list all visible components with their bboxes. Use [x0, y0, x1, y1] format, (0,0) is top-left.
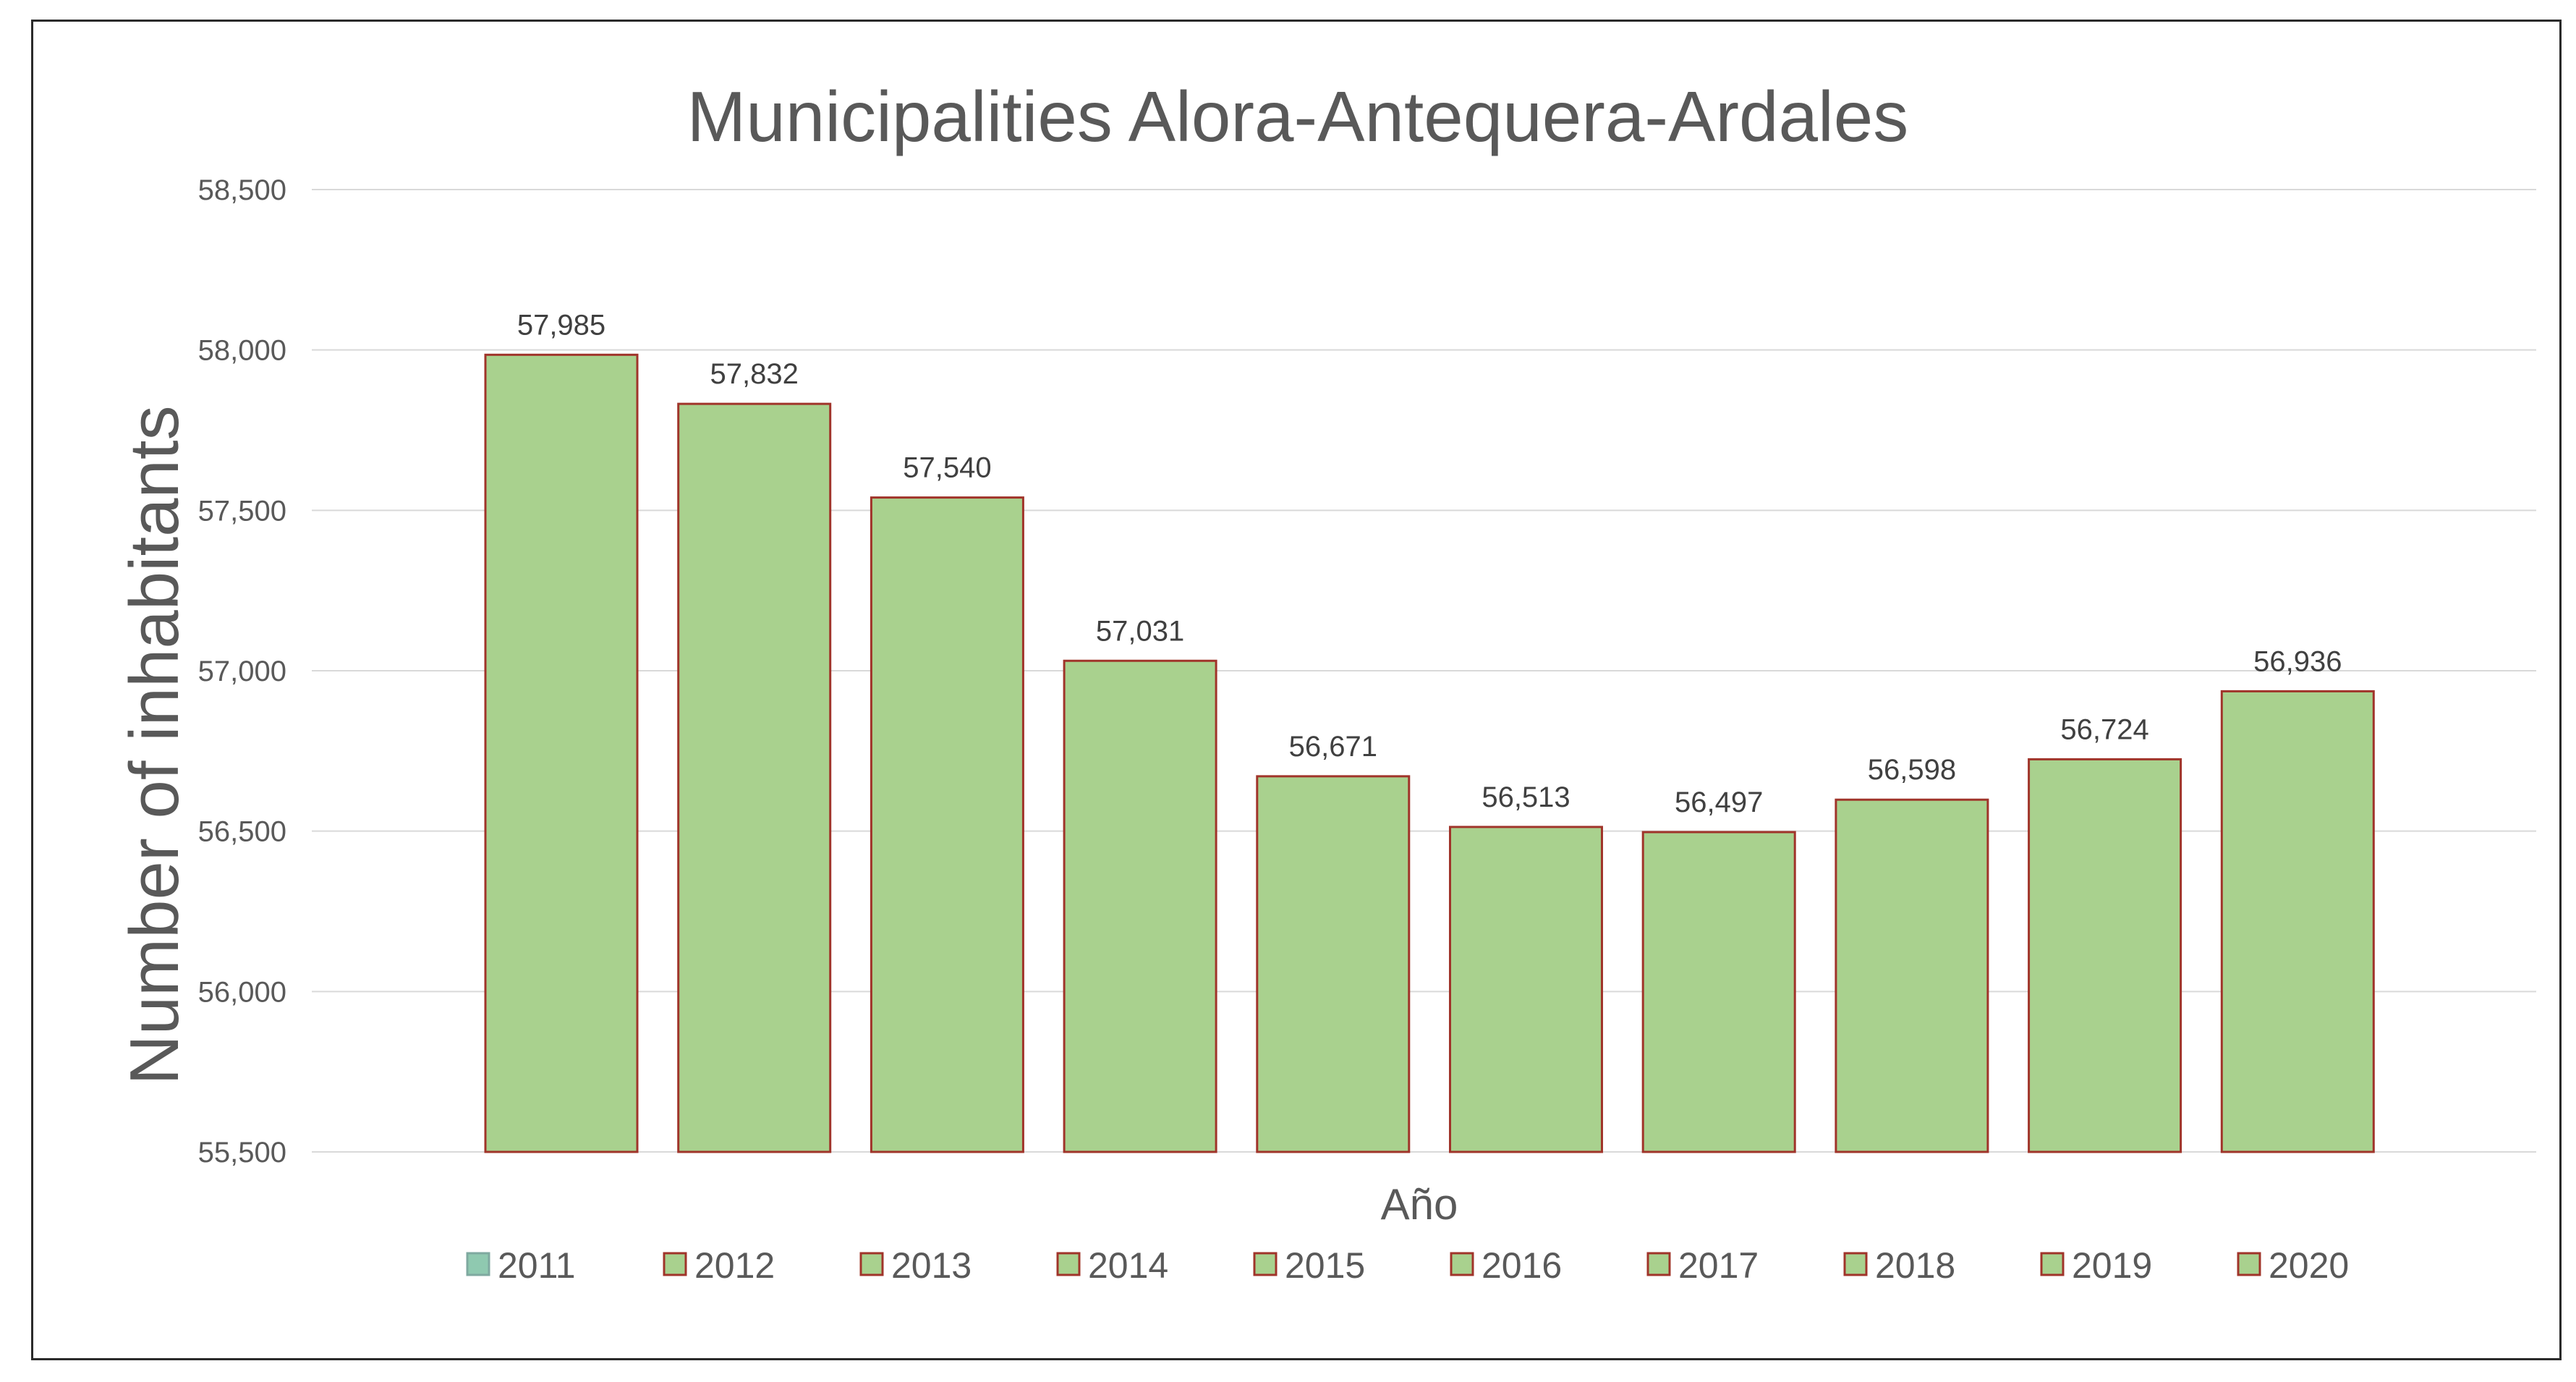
data-label-2015: 56,671	[1289, 731, 1377, 763]
data-label-2017: 56,497	[1675, 787, 1763, 818]
y-tick-label: 58,000	[198, 335, 286, 367]
bar-2019	[2028, 758, 2182, 1153]
data-label-2016: 56,513	[1482, 781, 1570, 813]
y-tick-label: 58,500	[198, 174, 286, 206]
legend-entry-2020: 2020	[2269, 1245, 2349, 1286]
legend-entry-2019: 2019	[2072, 1245, 2152, 1286]
data-label-2014: 57,031	[1096, 615, 1184, 647]
legend-entry-2011: 2011	[498, 1245, 576, 1286]
gridlines	[312, 189, 2536, 1153]
legend-entry-2013: 2013	[891, 1245, 972, 1286]
x-axis-title: Año	[1381, 1180, 1458, 1229]
bar-2012	[677, 402, 832, 1153]
legend-swatch-2014	[1056, 1252, 1081, 1276]
legend-entry-2016: 2016	[1482, 1245, 1562, 1286]
data-label-2019: 56,724	[2060, 713, 2148, 745]
bar-2015	[1256, 775, 1411, 1153]
legend-swatch-2011	[466, 1252, 490, 1276]
legend-entry-2012: 2012	[694, 1245, 775, 1286]
legend-swatch-2012	[663, 1252, 687, 1276]
y-tick-label: 57,500	[198, 495, 286, 527]
legend-swatch-2015	[1253, 1252, 1278, 1276]
legend-swatch-2017	[1646, 1252, 1671, 1276]
legend-swatch-2019	[2040, 1252, 2065, 1276]
y-tick-label: 56,500	[198, 816, 286, 848]
y-axis-title: Number of inhabitants	[116, 405, 193, 1085]
legend-entry-2018: 2018	[1875, 1245, 1955, 1286]
data-label-2012: 57,832	[710, 358, 799, 390]
data-label-2018: 56,598	[1868, 754, 1956, 786]
chart-frame: Municipalities Alora-Antequera-Ardales N…	[31, 20, 2562, 1360]
bar-2018	[1835, 798, 1989, 1153]
bar-2017	[1641, 831, 1796, 1153]
bar-2011	[484, 353, 639, 1153]
legend-entry-2014: 2014	[1088, 1245, 1168, 1286]
legend-swatch-2016	[1450, 1252, 1474, 1276]
data-label-2013: 57,540	[903, 452, 991, 484]
legend-entry-2015: 2015	[1285, 1245, 1365, 1286]
bar-2014	[1063, 659, 1217, 1153]
y-tick-label: 57,000	[198, 656, 286, 687]
y-axis-ticks: 55,500 56,000 56,500 57,000 57,500 58,000 58,5…	[198, 174, 286, 1169]
data-labels: 57,985 57,832 57,540 57,031 56,671 56,513 56,4…	[517, 309, 2342, 818]
bar-2020	[2220, 690, 2375, 1153]
data-label-2020: 56,936	[2253, 645, 2342, 677]
legend-entry-2017: 2017	[1678, 1245, 1759, 1286]
legend: 2011 2012 2013 2014 2015 2016 2017 2018 2019 2020	[466, 1245, 2349, 1286]
data-label-2011: 57,985	[517, 309, 605, 341]
legend-swatch-2020	[2237, 1252, 2261, 1276]
bar-chart: Municipalities Alora-Antequera-Ardales N…	[116, 77, 2536, 1286]
bar-2013	[870, 496, 1024, 1153]
y-tick-label: 56,000	[198, 976, 286, 1008]
bars	[484, 353, 2375, 1153]
y-tick-label: 55,500	[198, 1137, 286, 1169]
legend-swatch-2013	[859, 1252, 884, 1276]
chart-title: Municipalities Alora-Antequera-Ardales	[687, 77, 1909, 156]
bar-2016	[1449, 826, 1603, 1153]
legend-swatch-2018	[1843, 1252, 1868, 1276]
